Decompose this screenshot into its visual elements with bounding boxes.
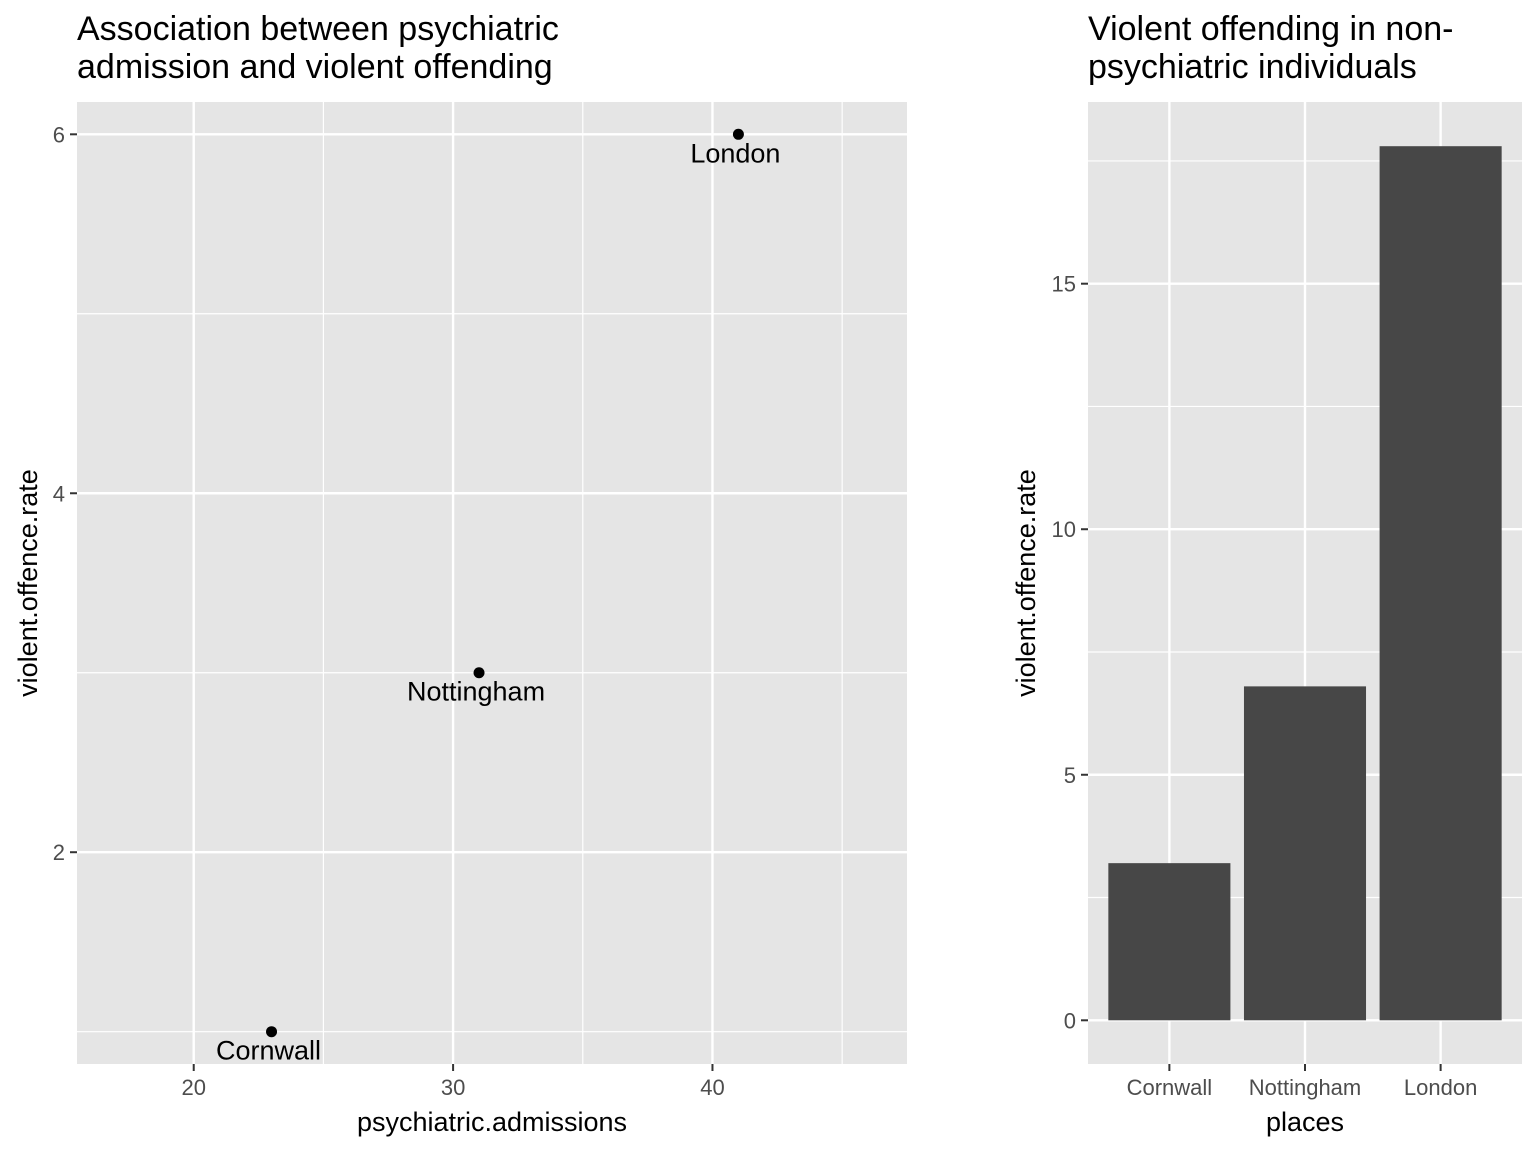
bar-y-tick-label: 15	[1052, 272, 1076, 297]
scatter-points: Cornwall Nottingham London	[216, 128, 780, 1066]
bar-y-tick-label: 0	[1064, 1008, 1076, 1033]
bar-title-line-2: psychiatric individuals	[1088, 48, 1417, 86]
scatter-y-tick-label: 2	[53, 840, 65, 865]
bar-y-axis-title: violent.offence.rate	[1011, 469, 1041, 697]
scatter-title-line-2: admission and violent offending	[77, 48, 553, 86]
scatter-point-cornwall	[266, 1026, 278, 1038]
scatter-x-axis-title: psychiatric.admissions	[357, 1107, 627, 1137]
bar-london	[1379, 146, 1502, 1021]
scatter-point-label-cornwall: Cornwall	[216, 1036, 321, 1066]
scatter-x-tick-label: 20	[181, 1075, 205, 1100]
bar-y-tick-label: 10	[1052, 517, 1076, 542]
bar-x-axis: Cornwall Nottingham London	[1127, 1064, 1477, 1100]
bar-y-axis: 0 5 10 15	[1052, 272, 1088, 1033]
scatter-y-tick-label: 4	[53, 481, 65, 506]
scatter-panel: Association between psychiatric admissio…	[13, 10, 907, 1137]
scatter-point-nottingham	[473, 667, 485, 679]
scatter-y-axis-title: violent.offence.rate	[13, 469, 43, 697]
bar-cornwall	[1108, 863, 1231, 1021]
scatter-point-london	[732, 128, 744, 140]
scatter-x-tick-label: 40	[700, 1075, 724, 1100]
bar-panel: Violent offending in non- psychiatric in…	[1011, 10, 1522, 1137]
scatter-x-tick-label: 30	[441, 1075, 465, 1100]
scatter-x-axis: 20 30 40	[181, 1064, 725, 1100]
bar-y-tick-label: 5	[1064, 763, 1076, 788]
bar-nottingham	[1243, 686, 1367, 1021]
bar-x-tick-label-cornwall: Cornwall	[1127, 1075, 1213, 1100]
bar-bars	[1108, 146, 1502, 1021]
bar-x-tick-label-london: London	[1404, 1075, 1477, 1100]
scatter-point-label-nottingham: Nottingham	[407, 677, 545, 707]
scatter-plot-area	[77, 102, 907, 1064]
scatter-y-tick-label: 6	[53, 122, 65, 147]
bar-x-tick-label-nottingham: Nottingham	[1249, 1075, 1362, 1100]
scatter-grid	[77, 102, 907, 1064]
scatter-point-label-london: London	[690, 138, 780, 168]
scatter-y-axis: 2 4 6	[53, 122, 77, 865]
bar-x-axis-title: places	[1266, 1107, 1344, 1137]
scatter-title-line-1: Association between psychiatric	[77, 10, 559, 48]
bar-title-line-1: Violent offending in non-	[1088, 10, 1453, 48]
